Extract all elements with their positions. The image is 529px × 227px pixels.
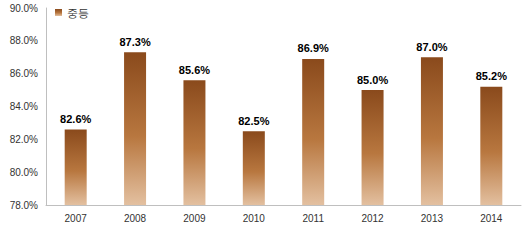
svg-text:82.5%: 82.5% [238,115,269,127]
svg-text:2013: 2013 [421,213,444,224]
svg-text:85.2%: 85.2% [476,70,507,82]
svg-text:87.0%: 87.0% [416,41,447,53]
svg-text:2010: 2010 [243,213,266,224]
svg-text:85.0%: 85.0% [357,74,388,86]
svg-text:80.0%: 80.0% [10,167,38,178]
svg-text:2014: 2014 [480,213,503,224]
svg-text:87.3%: 87.3% [119,36,150,48]
svg-text:2007: 2007 [65,213,88,224]
svg-text:86.9%: 86.9% [298,42,329,54]
svg-text:90.0%: 90.0% [10,3,38,14]
svg-text:82.0%: 82.0% [10,134,38,145]
svg-text:2008: 2008 [124,213,147,224]
svg-text:86.0%: 86.0% [10,68,38,79]
svg-text:2012: 2012 [361,213,384,224]
svg-text:88.0%: 88.0% [10,35,38,46]
svg-text:2011: 2011 [302,213,324,224]
svg-text:78.0%: 78.0% [10,200,38,211]
svg-text:84.0%: 84.0% [10,101,38,112]
svg-text:85.6%: 85.6% [179,64,210,76]
svg-text:중등: 중등 [67,7,89,19]
svg-text:82.6%: 82.6% [60,113,91,125]
svg-text:2009: 2009 [183,213,206,224]
